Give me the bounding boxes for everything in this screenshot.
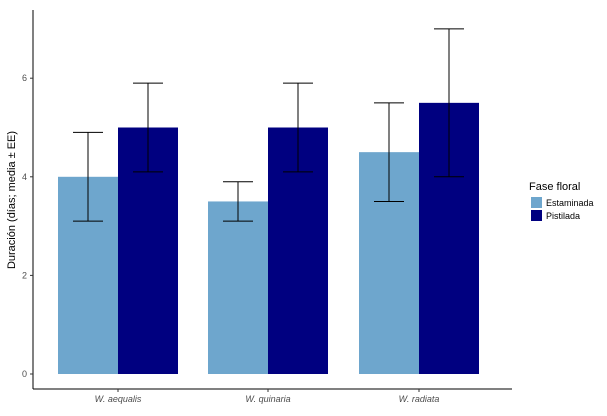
legend-item-estaminada: Estaminada: [531, 197, 594, 208]
legend-items: Estaminada Pistilada: [531, 197, 594, 221]
error-bar-pistilada-1: [133, 82, 163, 173]
bars-layer: [58, 102, 479, 374]
y-tick-label: 2: [22, 270, 27, 280]
x-tick-label: W. radiata: [399, 394, 440, 404]
error-bar-estaminada-1: [73, 131, 103, 222]
legend-label: Estaminada: [546, 198, 594, 208]
axes-layer: [32, 10, 512, 390]
y-axis-title: Duración (días; media ± EE): [6, 131, 18, 269]
error-bars-layer: [73, 28, 464, 222]
legend: Fase floral Estaminada Pistilada: [529, 181, 594, 221]
y-tick-label: 6: [22, 73, 27, 83]
legend-label: Pistilada: [546, 211, 580, 221]
error-bar-pistilada-3: [434, 28, 464, 178]
error-bar-estaminada-3: [374, 102, 404, 202]
x-tick-label: W. quinaria: [245, 394, 290, 404]
x-ticks-layer: W. aequalis W. quinaria W. radiata: [95, 389, 440, 404]
y-tick-label: 0: [22, 369, 27, 379]
x-tick-label: W. aequalis: [95, 394, 142, 404]
legend-item-pistilada: Pistilada: [531, 210, 580, 221]
error-bar-estaminada-2: [223, 181, 253, 222]
y-ticks-layer: 0 2 4 6: [22, 73, 33, 379]
legend-swatch: [531, 197, 542, 208]
legend-swatch: [531, 210, 542, 221]
error-bar-pistilada-2: [283, 82, 313, 173]
y-tick-label: 4: [22, 172, 27, 182]
legend-title: Fase floral: [529, 181, 580, 193]
bar-estaminada-2: [208, 201, 268, 374]
